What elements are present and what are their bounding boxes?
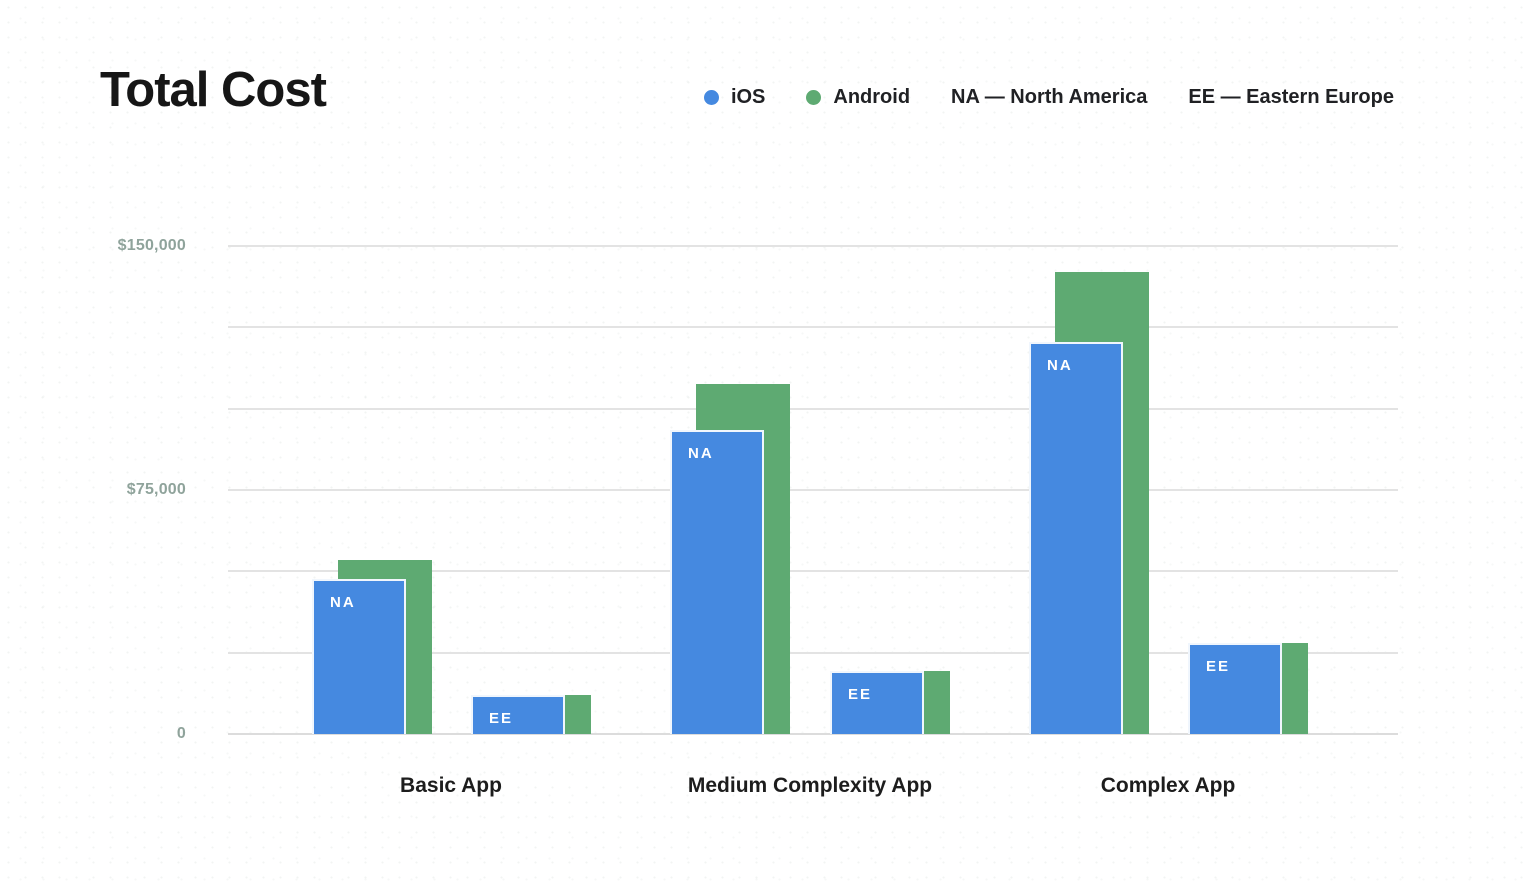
legend-note-ee: EE — Eastern Europe	[1188, 85, 1394, 108]
bar-region-label-complex-app-na: NA	[1047, 356, 1073, 374]
gridline-150000	[228, 245, 1398, 247]
bar-ios-basic-app-ee: EE	[471, 694, 565, 734]
gridline-0	[228, 733, 1398, 735]
gridline-75000	[228, 489, 1398, 491]
y-axis-tick-label-150000: $150,000	[117, 237, 186, 254]
bar-ios-complex-app-na: NA	[1029, 341, 1123, 734]
gridline-25000	[228, 651, 1398, 654]
bar-ios-complex-app-ee: EE	[1188, 642, 1282, 734]
gridline-50000	[228, 570, 1398, 573]
bar-region-label-basic-app-ee: EE	[489, 709, 514, 727]
bar-region-label-complex-app-ee: EE	[1206, 657, 1231, 675]
y-axis-tick-label-0: 0	[176, 725, 186, 742]
gridline-100000	[228, 407, 1398, 410]
legend: iOS Android NA — North America EE — East…	[703, 83, 1394, 111]
x-axis-category-label-2: Complex App	[1100, 774, 1236, 797]
legend-note-na: NA — North America	[951, 85, 1148, 108]
gridline-125000	[228, 326, 1398, 329]
bar-ios-basic-app-na: NA	[312, 579, 406, 734]
bar-region-label-medium-complexity-app-na: NA	[688, 444, 714, 462]
ios-series-dot-icon	[703, 89, 719, 105]
bar-ios-medium-complexity-app-ee: EE	[830, 670, 924, 734]
plot-area: 0 $75,000 $150,000 NA EE Basic App NA EE Medium …	[118, 237, 1398, 797]
y-axis-tick-label-75000: $75,000	[126, 481, 186, 498]
bar-ios-medium-complexity-app-na: NA	[670, 429, 764, 734]
legend-item-ios: iOS	[703, 85, 766, 109]
legend-item-android: Android	[806, 86, 910, 109]
legend-label-ios: iOS	[730, 85, 766, 108]
chart-title: Total Cost	[100, 63, 327, 117]
bar-region-label-medium-complexity-app-ee: EE	[848, 685, 873, 703]
x-axis-category-label-0: Basic App	[400, 774, 502, 797]
x-axis-category-label-1: Medium Complexity App	[687, 774, 933, 797]
legend-label-android: Android	[833, 85, 911, 108]
android-series-dot-icon	[806, 89, 822, 105]
bar-region-label-basic-app-na: NA	[330, 594, 356, 612]
